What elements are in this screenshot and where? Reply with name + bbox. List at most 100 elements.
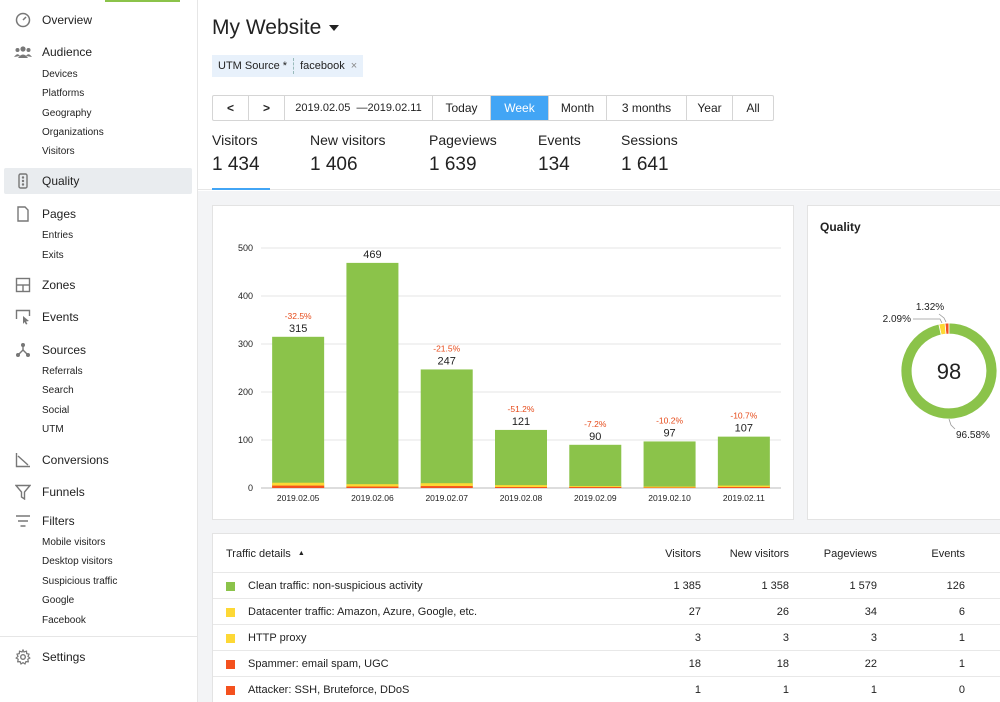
sidebar-item-overview[interactable]: Overview: [14, 10, 92, 30]
sidebar-subitem-platforms[interactable]: Platforms: [42, 88, 85, 99]
bar-value-label: 90: [589, 431, 601, 443]
x-tick-label: 2019.02.06: [351, 493, 394, 503]
sidebar-item-quality[interactable]: Quality: [14, 171, 79, 191]
prev-period-button[interactable]: <: [213, 96, 249, 120]
sidebar-subitem-exits[interactable]: Exits: [42, 250, 64, 261]
bar-malicious[interactable]: [346, 486, 399, 488]
cursor-click-icon: [14, 308, 32, 326]
period-week-button[interactable]: Week: [491, 96, 549, 120]
metric-label: Sessions: [621, 132, 678, 148]
metric-label: Events: [538, 132, 581, 148]
bar-malicious[interactable]: [420, 486, 473, 488]
sidebar-subitem-geography[interactable]: Geography: [42, 108, 92, 119]
table-header-new-visitors[interactable]: New visitors: [729, 548, 789, 560]
bar-malicious[interactable]: [495, 487, 547, 488]
sidebar-subitem-google[interactable]: Google: [42, 595, 75, 606]
quality-score: 98: [937, 359, 961, 384]
bar-suspicious[interactable]: [420, 483, 473, 488]
filter-lines-icon: [14, 512, 32, 530]
bar-clean[interactable]: [569, 444, 622, 488]
filter-chip-key: UTM Source *: [218, 60, 288, 72]
sidebar-item-audience[interactable]: Audience: [14, 42, 92, 62]
category-color-swatch: [226, 634, 235, 643]
metric-tab-new-visitors[interactable]: New visitors 1 406: [310, 132, 385, 176]
sidebar-subitem-desktop-visitors[interactable]: Desktop visitors: [42, 556, 113, 567]
period-3months-button[interactable]: 3 months: [607, 96, 687, 120]
bar-suspicious[interactable]: [346, 484, 399, 488]
y-tick-label: 500: [238, 243, 253, 253]
sidebar-subitem-facebook[interactable]: Facebook: [42, 615, 86, 626]
table-header-visitors[interactable]: Visitors: [665, 548, 701, 560]
table-row[interactable]: Datacenter traffic: Amazon, Azure, Googl…: [213, 598, 1000, 624]
sidebar-item-filters[interactable]: Filters: [14, 511, 75, 531]
table-header-pageviews[interactable]: Pageviews: [823, 548, 877, 560]
table-cell-visitors: 27: [688, 606, 701, 618]
sidebar-subitem-visitors[interactable]: Visitors: [42, 146, 75, 157]
period-today-button[interactable]: Today: [433, 96, 491, 120]
donut-slice[interactable]: [900, 322, 998, 420]
period-month-button[interactable]: Month: [549, 96, 607, 120]
table-row[interactable]: Attacker: SSH, Bruteforce, DDoS 1 1 1 0: [213, 676, 1000, 702]
site-selector[interactable]: My Website: [212, 16, 340, 40]
bar-clean[interactable]: [420, 369, 473, 488]
y-tick-label: 0: [248, 483, 253, 493]
close-icon[interactable]: ×: [350, 60, 358, 72]
bar-suspicious[interactable]: [495, 485, 547, 488]
next-period-button[interactable]: >: [249, 96, 285, 120]
bar-malicious[interactable]: [272, 485, 325, 488]
sidebar-item-pages[interactable]: Pages: [14, 204, 76, 224]
filter-chip-separator: [293, 58, 295, 74]
sidebar-subitem-search[interactable]: Search: [42, 385, 74, 396]
period-all-button[interactable]: All: [746, 101, 760, 115]
bar-suspicious[interactable]: [643, 486, 696, 488]
sidebar-subitem-entries[interactable]: Entries: [42, 230, 74, 241]
sidebar-subitem-organizations[interactable]: Organizations: [42, 127, 104, 138]
sidebar-subitem-suspicious-traffic[interactable]: Suspicious traffic: [42, 576, 118, 587]
bar-value-label: 121: [512, 416, 530, 428]
sidebar-item-sources[interactable]: Sources: [14, 340, 86, 360]
table-cell-visitors: 1 385: [673, 580, 701, 592]
bar-suspicious[interactable]: [717, 485, 770, 488]
bar-clean[interactable]: [346, 262, 399, 488]
table-header-events[interactable]: Events: [931, 548, 965, 560]
traffic-chart-card: 0 100 200 300 400 500 315 -32.5% 2019.02.05 469 20…: [212, 205, 794, 520]
bar-suspicious[interactable]: [569, 486, 622, 488]
donut-slice-label: 1.32%: [916, 302, 944, 313]
traffic-light-icon: [14, 172, 32, 190]
bar-malicious[interactable]: [569, 487, 622, 488]
sidebar-item-settings[interactable]: Settings: [14, 647, 85, 667]
share-network-icon: [14, 341, 32, 359]
y-tick-label: 300: [238, 339, 253, 349]
filter-chip[interactable]: UTM Source * facebook ×: [212, 55, 364, 77]
bar-malicious[interactable]: [717, 487, 770, 488]
sidebar-item-conversions[interactable]: Conversions: [14, 450, 109, 470]
sidebar-item-zones[interactable]: Zones: [14, 275, 75, 295]
sidebar-item-funnels[interactable]: Funnels: [14, 482, 85, 502]
sidebar-item-events[interactable]: Events: [14, 307, 79, 327]
bar-clean[interactable]: [272, 336, 325, 488]
bar-clean[interactable]: [717, 436, 770, 488]
sidebar-item-label: Sources: [42, 343, 87, 357]
metric-tab-pageviews[interactable]: Pageviews 1 639: [429, 132, 497, 176]
metric-tab-sessions[interactable]: Sessions 1 641: [621, 132, 678, 176]
metric-value: 134: [538, 154, 570, 175]
table-cell-pageviews: 1: [870, 684, 877, 696]
table-header-traffic-details[interactable]: Traffic details ▲: [226, 548, 305, 560]
date-range-input[interactable]: 2019.02.05 —2019.02.11: [285, 96, 433, 120]
sidebar-subitem-referrals[interactable]: Referrals: [42, 366, 83, 377]
sidebar-subitem-devices[interactable]: Devices: [42, 69, 78, 80]
chevron-right-icon: >: [262, 101, 270, 115]
sidebar-subitem-social[interactable]: Social: [42, 405, 70, 416]
metric-tab-visitors[interactable]: Visitors 1 434: [212, 132, 260, 176]
table-row[interactable]: Spammer: email spam, UGC 18 18 22 1: [213, 650, 1000, 676]
table-row[interactable]: HTTP proxy 3 3 3 1: [213, 624, 1000, 650]
bar-suspicious[interactable]: [272, 482, 325, 488]
period-year-button[interactable]: Year: [687, 96, 733, 120]
bar-clean[interactable]: [643, 441, 696, 488]
bar-clean[interactable]: [495, 429, 547, 488]
sidebar-subitem-utm[interactable]: UTM: [42, 424, 64, 435]
donut-slice-label: 96.58%: [956, 430, 990, 441]
metric-tab-events[interactable]: Events 134: [538, 132, 581, 176]
table-row[interactable]: Clean traffic: non-suspicious activity 1 …: [213, 572, 1000, 598]
sidebar-subitem-mobile-visitors[interactable]: Mobile visitors: [42, 537, 106, 548]
